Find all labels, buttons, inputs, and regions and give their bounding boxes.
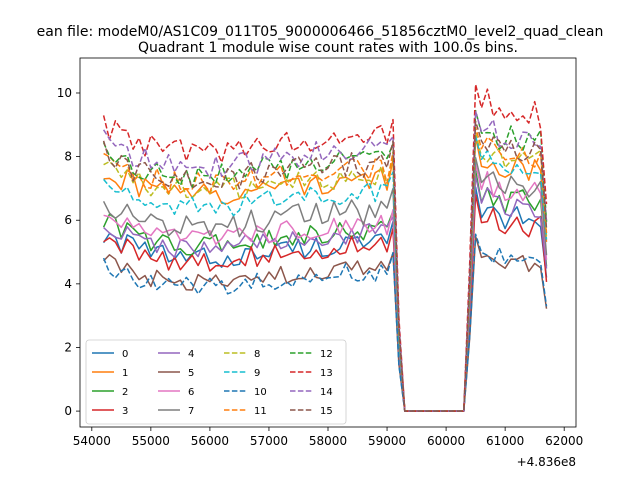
chart-title: Quadrant 1 module wise count rates with … (138, 40, 518, 56)
legend-label-0: 0 (122, 349, 128, 360)
y-tick-label: 6 (64, 213, 72, 227)
series-line-5 (103, 235, 548, 412)
x-tick-label: 55000 (132, 434, 170, 448)
x-tick-label: 54000 (73, 434, 111, 448)
legend-label-9: 9 (254, 368, 260, 379)
legend-label-4: 4 (188, 349, 194, 360)
legend-label-12: 12 (320, 349, 333, 360)
y-tick-label: 4 (64, 277, 72, 291)
series-line-15 (102, 120, 548, 412)
legend-label-10: 10 (254, 387, 267, 398)
axes-layer: 54000 55000 56000 57000 58000 59000 60000 61000… (57, 86, 584, 448)
series-layer (102, 83, 548, 412)
legend-label-1: 1 (122, 368, 128, 379)
y-tick-label: 0 (64, 404, 72, 418)
legend-label-7: 7 (188, 406, 194, 417)
legend-label-15: 15 (320, 406, 333, 417)
legend-label-5: 5 (188, 368, 194, 379)
figure-suptitle: ean file: modeM0/AS1C09_011T05_900000646… (37, 24, 604, 40)
legend-label-8: 8 (254, 349, 260, 360)
x-tick-label: 62000 (545, 434, 583, 448)
x-tick-label: 56000 (191, 434, 229, 448)
x-tick-label: 57000 (250, 434, 288, 448)
x-axis-offset-label: +4.836e8 (517, 455, 576, 469)
plot-frame (79, 57, 577, 428)
y-tick-label: 10 (57, 86, 72, 100)
x-tick-label: 58000 (309, 434, 347, 448)
legend-label-2: 2 (122, 387, 128, 398)
x-tick-label: 61000 (486, 434, 524, 448)
x-tick-label: 59000 (368, 434, 406, 448)
legend-label-6: 6 (188, 387, 194, 398)
y-tick-label: 2 (64, 340, 72, 354)
y-tick-label: 8 (64, 150, 72, 164)
x-tick-label: 60000 (427, 434, 465, 448)
legend-label-11: 11 (254, 406, 267, 417)
legend-label-3: 3 (122, 406, 128, 417)
legend-label-13: 13 (320, 368, 333, 379)
series-line-10 (102, 233, 548, 412)
legend-box (85, 339, 347, 425)
legend-label-14: 14 (320, 387, 333, 398)
